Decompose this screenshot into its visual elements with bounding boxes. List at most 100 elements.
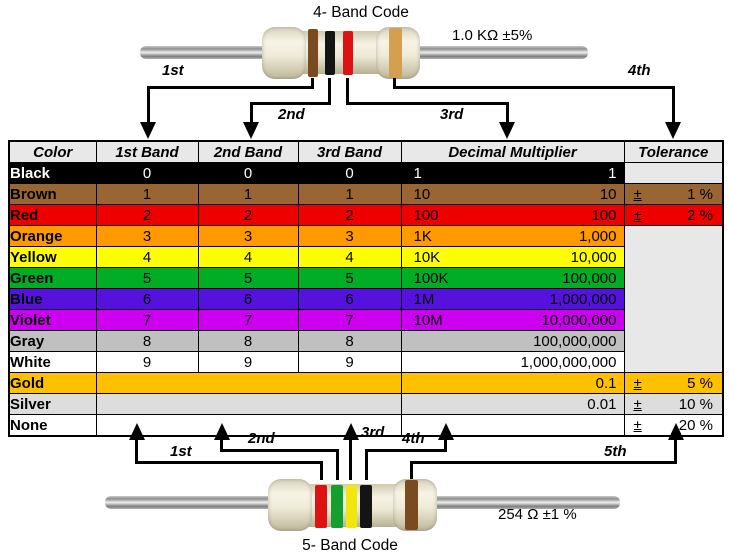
table-row-red: Red 2 2 2 100 100 ±2 % [8, 204, 724, 226]
arrowhead-up-icon [343, 423, 359, 440]
multiplier-shorthand: 1K [413, 227, 432, 245]
four-band-code-title: 4- Band Code [313, 4, 409, 21]
tolerance-value: 1 % [687, 185, 713, 203]
color-name-cell: Green [8, 267, 97, 289]
table-row-orange: Orange 3 3 3 1K 1,000 [8, 225, 724, 373]
color-name-cell: Red [8, 204, 97, 226]
arrowhead-down-icon [499, 122, 515, 139]
band-2-digit-cell: 3 [197, 225, 299, 247]
color-name-cell: None [8, 414, 97, 437]
multiplier-shorthand: 10M [413, 311, 443, 329]
tolerance-value: 10 % [678, 395, 713, 413]
band-1-digit-cell: 6 [95, 288, 199, 310]
band-1-digit-cell: 9 [95, 351, 199, 373]
arrow-label-2nd: 2nd [278, 106, 305, 123]
color-name-cell: Gray [8, 330, 97, 352]
band-3-digit-cell: 9 [297, 351, 402, 373]
band-3-digit-cell: 5 [297, 267, 402, 289]
resistor-left-cap [268, 479, 312, 531]
band-red-icon [315, 485, 327, 528]
header-decimal-multiplier: Decimal Multiplier [400, 140, 625, 163]
arrowhead-up-icon [668, 423, 684, 440]
arrowhead-up-icon [214, 423, 230, 440]
color-code-table: Color 1st Band 2nd Band 3rd Band Decimal… [8, 140, 724, 437]
band-gold-icon [389, 28, 402, 78]
header-2nd-band: 2nd Band [197, 140, 299, 163]
band-3-digit-cell: 2 [297, 204, 402, 226]
decimal-multiplier-cell: 0.1 [400, 372, 625, 394]
arrow-label-4th: 4th [628, 62, 651, 79]
band-2-digit-cell: 1 [197, 183, 299, 205]
plus-minus-sign: ± [633, 416, 642, 434]
table-row-blue: Blue 6 6 6 1M 1,000,000 [8, 288, 723, 310]
merged-band-cell [95, 372, 402, 394]
decimal-multiplier-cell: 10K 10,000 [400, 246, 625, 268]
arrow-label-3rd: 3rd [361, 424, 385, 441]
table-row-silver: Silver 0.01 ±10 % [8, 393, 724, 415]
multiplier-value: 100 [591, 206, 617, 224]
band-1-digit-cell: 1 [95, 183, 199, 205]
table-row-brown: Brown 1 1 1 10 10 ±1 % [8, 183, 724, 205]
band-green-icon [331, 485, 343, 528]
band-3-digit-cell: 4 [297, 246, 402, 268]
decimal-multiplier-cell: 10 10 [400, 183, 625, 205]
decimal-multiplier-cell: 10M 10,000,000 [400, 309, 625, 331]
multiplier-value: 100,000 [562, 269, 617, 287]
tolerance-cell: ±1 % [623, 183, 724, 205]
table-row-gold: Gold 0.1 ±5 % [8, 372, 724, 394]
merged-band-cell [95, 414, 402, 437]
tolerance-value: 20 % [678, 416, 713, 434]
arrow-label-1st: 1st [170, 443, 192, 460]
decimal-multiplier-cell [400, 414, 625, 437]
band-1-digit-cell: 2 [95, 204, 199, 226]
multiplier-shorthand: 100 [413, 206, 439, 224]
multiplier-value: 0.1 [595, 374, 617, 392]
arrowhead-down-icon [243, 122, 259, 139]
multiplier-shorthand: 1 [413, 164, 422, 182]
color-name-cell: Silver [8, 393, 97, 415]
band-3-digit-cell: 1 [297, 183, 402, 205]
table-row-none: None ±20 % [8, 414, 724, 437]
band-1-digit-cell: 4 [95, 246, 199, 268]
table-row-violet: Violet 7 7 7 10M 10,000,000 [8, 309, 723, 331]
header-color: Color [8, 140, 97, 163]
multiplier-value: 10 [599, 185, 617, 203]
merged-band-cell [95, 393, 402, 415]
band-yellow-icon [346, 485, 357, 528]
band-brown-icon [308, 29, 318, 77]
table-row-black: Black 0 0 0 1 1 [8, 162, 724, 184]
multiplier-shorthand: 10 [413, 185, 431, 203]
multiplier-value: 1,000,000 [549, 290, 617, 308]
color-name-cell: Brown [8, 183, 97, 205]
table-row-white: White 9 9 9 1,000,000,000 [8, 351, 723, 373]
tolerance-cell: ±2 % [623, 204, 724, 226]
plus-minus-sign: ± [633, 374, 642, 392]
multiplier-value: 10,000 [570, 248, 617, 266]
band-3-digit-cell: 7 [297, 309, 402, 331]
multiplier-value: 1,000 [578, 227, 617, 245]
five-band-code-title: 5- Band Code [302, 537, 398, 554]
decimal-multiplier-cell: 0.01 [400, 393, 625, 415]
color-name-cell: Black [8, 162, 97, 184]
header-1st-band: 1st Band [95, 140, 199, 163]
multiplier-shorthand: 100K [413, 269, 449, 287]
band-2-digit-cell: 8 [197, 330, 299, 352]
band-3-digit-cell: 6 [297, 288, 402, 310]
band-2-digit-cell: 7 [197, 309, 299, 331]
band-1-digit-cell: 3 [95, 225, 199, 247]
tolerance-cell: ±10 % [623, 393, 724, 415]
color-name-cell: Violet [8, 309, 97, 331]
arrowhead-down-icon [665, 122, 681, 139]
table-row-yellow: Yellow 4 4 4 10K 10,000 [8, 246, 723, 268]
tolerance-cell [623, 225, 724, 373]
multiplier-value: 0.01 [587, 395, 617, 413]
band-2-digit-cell: 2 [197, 204, 299, 226]
arrow-label-2nd: 2nd [248, 430, 275, 447]
color-name-cell: Gold [8, 372, 97, 394]
multiplier-value: 1 [608, 164, 617, 182]
band-black-icon [325, 31, 335, 75]
band-3-digit-cell: 0 [297, 162, 402, 184]
plus-minus-sign: ± [633, 185, 642, 203]
